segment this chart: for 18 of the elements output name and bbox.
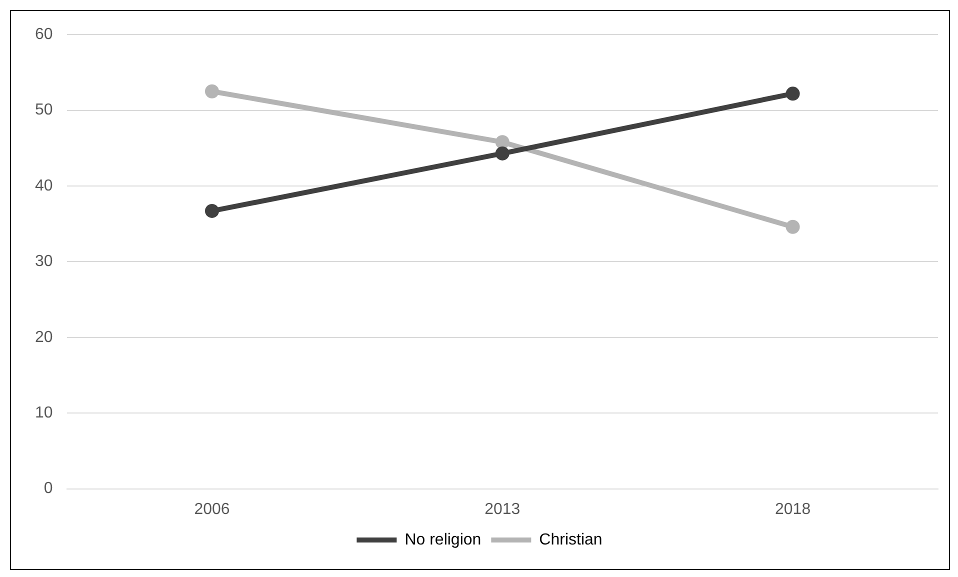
point [786, 86, 800, 101]
point [495, 146, 510, 160]
point [495, 135, 510, 150]
y-tick-label: 0 [44, 480, 53, 498]
y-tick-label: 10 [35, 404, 53, 422]
x-tick-label: 2013 [484, 500, 520, 518]
point [786, 220, 800, 234]
y-tick-label: 20 [35, 328, 53, 346]
point [205, 204, 219, 218]
x-tick-label: 2006 [194, 500, 230, 518]
point [205, 84, 219, 98]
legend-label: No religion [404, 531, 482, 548]
y-tick-label: 50 [35, 102, 53, 119]
y-tick-label: 30 [35, 253, 53, 270]
y-tick-label: 40 [35, 177, 53, 194]
y-tick-label: 60 [35, 26, 53, 44]
legend-label: Christian [539, 531, 602, 548]
x-tick-label: 2018 [775, 500, 811, 518]
